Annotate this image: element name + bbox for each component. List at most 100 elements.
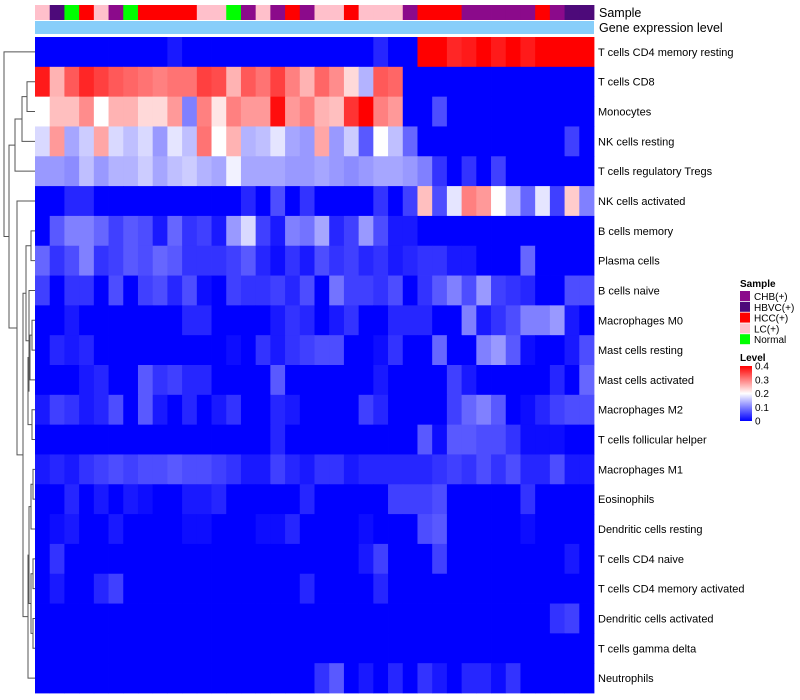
heatmap-cell (270, 663, 286, 694)
heatmap-cell (461, 633, 477, 664)
heatmap-cell (520, 126, 536, 157)
heatmap-cell (108, 663, 124, 694)
heatmap-cell (402, 633, 418, 664)
heatmap-cell (182, 126, 198, 157)
heatmap-cell (270, 37, 286, 68)
heatmap-cell (343, 663, 360, 694)
heatmap-cell (196, 126, 212, 157)
heatmap-cell (285, 335, 301, 366)
column-annotations (35, 5, 595, 34)
heatmap-cell (270, 365, 286, 396)
sample-annotation-cell (549, 5, 565, 20)
heatmap-cell (388, 603, 404, 634)
heatmap-cell (64, 484, 80, 515)
heatmap-cell (491, 126, 507, 157)
heatmap-cell (211, 633, 227, 664)
heatmap-cell (505, 186, 521, 217)
heatmap-cell (446, 365, 462, 396)
heatmap-cell (226, 663, 242, 694)
heatmap-cell (329, 543, 345, 575)
heatmap-cell (123, 126, 139, 157)
heatmap-cell (270, 573, 286, 604)
heatmap-cell (329, 663, 345, 694)
heatmap-cell (329, 215, 345, 247)
heatmap-cell (49, 335, 65, 366)
heatmap-cell (373, 424, 389, 455)
heatmap-cell (167, 543, 183, 575)
heatmap-cell (358, 335, 374, 366)
heatmap-cell (255, 633, 271, 664)
heatmap-cell (299, 514, 315, 545)
sample-annotation-cell (35, 5, 51, 20)
heatmap-cell (152, 215, 168, 247)
heatmap-cell (343, 454, 360, 485)
heatmap-cell (93, 573, 109, 604)
legend-entry-hbvc: HBVC(+) (754, 303, 794, 314)
heatmap-cell (461, 96, 477, 127)
heatmap-cell (373, 633, 389, 664)
heatmap-cell (461, 305, 477, 336)
heatmap-cell (167, 573, 183, 604)
heatmap-cell (123, 66, 139, 98)
heatmap-cell (49, 484, 65, 515)
heatmap-cell (152, 394, 168, 426)
heatmap-cell (182, 424, 198, 455)
sample-annotation-cell (535, 5, 551, 20)
sample-annotation-cell (373, 5, 389, 20)
heatmap-cell (255, 156, 271, 187)
heatmap-cell (35, 424, 51, 455)
heatmap-cell (417, 275, 433, 306)
heatmap-cell (432, 96, 448, 127)
heatmap-cell (358, 305, 374, 336)
heatmap-cell (240, 66, 257, 98)
heatmap-cell (167, 215, 183, 247)
heatmap-cell (182, 156, 198, 187)
heatmap-cell (417, 365, 433, 396)
sample-annotation-cell (137, 5, 154, 20)
heatmap-cell (255, 663, 271, 694)
heatmap-cell (49, 514, 65, 545)
heatmap-cell (182, 454, 198, 485)
heatmap-cell (123, 156, 139, 187)
heatmap-cell (476, 394, 492, 426)
heatmap-cell (461, 365, 477, 396)
heatmap-cell (167, 514, 183, 545)
heatmap-cell (520, 394, 536, 426)
legend-entry-hcc: HCC(+) (754, 314, 788, 325)
heatmap-cell (564, 454, 580, 485)
dendrogram-branch (26, 81, 35, 113)
heatmap-cell (285, 663, 301, 694)
heatmap-cell (417, 394, 433, 426)
heatmap-cell (432, 484, 448, 515)
heatmap-cell (373, 305, 389, 336)
heatmap-cell (329, 365, 345, 396)
heatmap-cell (285, 126, 301, 157)
heatmap-cell (64, 66, 80, 98)
heatmap-cell (255, 424, 271, 455)
heatmap-cell (299, 275, 315, 306)
heatmap-cell (211, 305, 227, 336)
heatmap-cell (358, 186, 374, 217)
heatmap-cell (432, 37, 448, 68)
heatmap-cell (520, 514, 536, 545)
heatmap-cell (461, 186, 477, 217)
heatmap-cell (35, 543, 51, 575)
heatmap-cell (343, 424, 360, 455)
heatmap-cell (35, 66, 51, 98)
heatmap-cell (240, 245, 257, 276)
heatmap-cell (402, 186, 418, 217)
legend-level-title: Level (740, 353, 766, 364)
heatmap-cell (93, 96, 109, 127)
heatmap-cell (137, 96, 154, 127)
heatmap-cell (402, 454, 418, 485)
heatmap-cell (388, 245, 404, 276)
sample-annotation-cell (255, 5, 271, 20)
heatmap-cell (270, 514, 286, 545)
heatmap-cell (49, 126, 65, 157)
heatmap-cell (123, 603, 139, 634)
heatmap-cell (93, 245, 109, 276)
heatmap-cell (388, 66, 404, 98)
heatmap-cell (196, 394, 212, 426)
heatmap-cell (388, 514, 404, 545)
